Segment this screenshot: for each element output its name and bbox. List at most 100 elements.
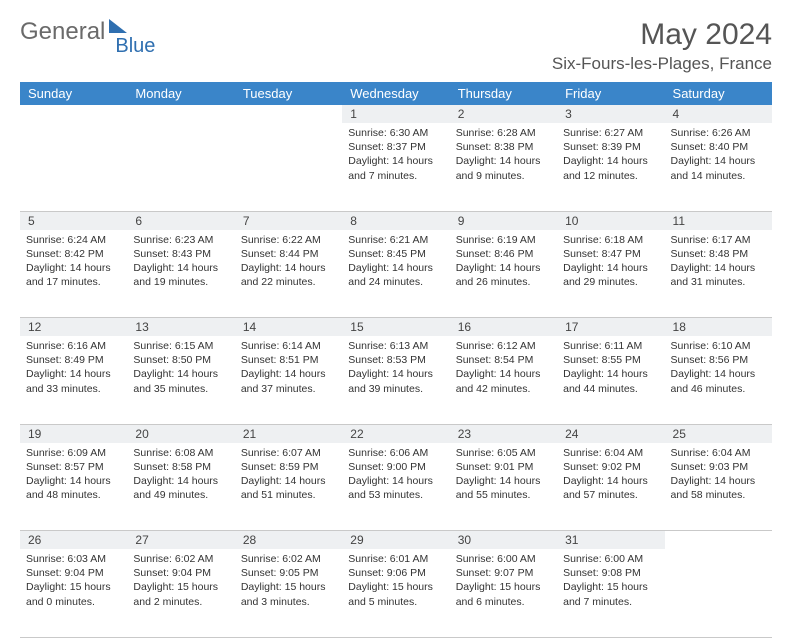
- day-info-line: Sunset: 8:51 PM: [241, 353, 336, 367]
- day-number-cell: 12: [20, 318, 127, 337]
- day-number: 3: [565, 107, 572, 121]
- day-info-line: and 42 minutes.: [456, 382, 551, 396]
- day-info-line: Daylight: 14 hours: [241, 367, 336, 381]
- day-info-line: Daylight: 14 hours: [456, 367, 551, 381]
- day-number-cell: 6: [127, 211, 234, 230]
- day-info-line: Sunrise: 6:14 AM: [241, 339, 336, 353]
- day-info-line: Daylight: 15 hours: [133, 580, 228, 594]
- day-number-cell: 17: [557, 318, 664, 337]
- day-number-cell: 19: [20, 424, 127, 443]
- day-cell-body: Sunrise: 6:04 AMSunset: 9:03 PMDaylight:…: [665, 443, 772, 507]
- day-info-line: Sunrise: 6:26 AM: [671, 126, 766, 140]
- day-info-line: Daylight: 14 hours: [671, 261, 766, 275]
- day-info-line: Daylight: 14 hours: [241, 261, 336, 275]
- day-cell-body: Sunrise: 6:16 AMSunset: 8:49 PMDaylight:…: [20, 336, 127, 400]
- day-cell: Sunrise: 6:13 AMSunset: 8:53 PMDaylight:…: [342, 336, 449, 424]
- day-info-line: Sunset: 8:57 PM: [26, 460, 121, 474]
- calendar-table: SundayMondayTuesdayWednesdayThursdayFrid…: [20, 82, 772, 638]
- day-info-line: Sunset: 9:03 PM: [671, 460, 766, 474]
- weekday-header: Monday: [127, 82, 234, 105]
- day-cell: Sunrise: 6:23 AMSunset: 8:43 PMDaylight:…: [127, 230, 234, 318]
- day-info-line: Sunset: 8:42 PM: [26, 247, 121, 261]
- day-info-line: Sunset: 9:02 PM: [563, 460, 658, 474]
- day-body-row: Sunrise: 6:30 AMSunset: 8:37 PMDaylight:…: [20, 123, 772, 211]
- day-number-cell: 1: [342, 105, 449, 123]
- day-info-line: and 51 minutes.: [241, 488, 336, 502]
- weekday-header: Sunday: [20, 82, 127, 105]
- day-info-line: Sunset: 8:39 PM: [563, 140, 658, 154]
- day-info-line: and 3 minutes.: [241, 595, 336, 609]
- day-body-row: Sunrise: 6:24 AMSunset: 8:42 PMDaylight:…: [20, 230, 772, 318]
- day-number-cell: 8: [342, 211, 449, 230]
- day-info-line: Daylight: 14 hours: [456, 261, 551, 275]
- day-body-row: Sunrise: 6:03 AM Sunset: 9:04 PMDaylight:…: [20, 549, 772, 637]
- calendar-head: SundayMondayTuesdayWednesdayThursdayFrid…: [20, 82, 772, 105]
- logo-text-general: General: [20, 18, 105, 46]
- day-cell: Sunrise: 6:26 AMSunset: 8:40 PMDaylight:…: [665, 123, 772, 211]
- day-number-cell: 3: [557, 105, 664, 123]
- day-info-line: Sunrise: 6:01 AM: [348, 552, 443, 566]
- day-info-line: and 44 minutes.: [563, 382, 658, 396]
- day-number-cell: [127, 105, 234, 123]
- day-number-cell: 11: [665, 211, 772, 230]
- weekday-header: Thursday: [450, 82, 557, 105]
- day-number: 29: [350, 533, 363, 547]
- day-info-line: and 55 minutes.: [456, 488, 551, 502]
- day-cell: Sunrise: 6:16 AMSunset: 8:49 PMDaylight:…: [20, 336, 127, 424]
- day-info-line: Sunset: 9:04 PM: [133, 566, 228, 580]
- day-cell-body: Sunrise: 6:01 AMSunset: 9:06 PMDaylight:…: [342, 549, 449, 613]
- day-cell: Sunrise: 6:28 AMSunset: 8:38 PMDaylight:…: [450, 123, 557, 211]
- day-info-line: Sunset: 8:58 PM: [133, 460, 228, 474]
- day-cell-body: Sunrise: 6:02 AMSunset: 9:05 PMDaylight:…: [235, 549, 342, 613]
- day-number: 9: [458, 214, 465, 228]
- day-info-line: Sunset: 9:06 PM: [348, 566, 443, 580]
- day-info-line: Sunset: 8:37 PM: [348, 140, 443, 154]
- day-info-line: Sunrise: 6:08 AM: [133, 446, 228, 460]
- day-info-line: Sunrise: 6:02 AM: [133, 552, 228, 566]
- day-number-row: 1234: [20, 105, 772, 123]
- day-number-cell: 29: [342, 531, 449, 550]
- day-cell-body: Sunrise: 6:24 AMSunset: 8:42 PMDaylight:…: [20, 230, 127, 294]
- day-number-cell: 28: [235, 531, 342, 550]
- day-cell-body: Sunrise: 6:03 AMSunset: 9:04 PMDaylight:…: [20, 549, 127, 613]
- day-cell-body: Sunrise: 6:17 AMSunset: 8:48 PMDaylight:…: [665, 230, 772, 294]
- day-info-line: Sunset: 8:47 PM: [563, 247, 658, 261]
- location: Six-Fours-les-Plages, France: [552, 54, 772, 74]
- day-info-line: Sunrise: 6:03 AM: [26, 552, 121, 566]
- day-info-line: Sunrise: 6:30 AM: [348, 126, 443, 140]
- day-cell-body: Sunrise: 6:07 AMSunset: 8:59 PMDaylight:…: [235, 443, 342, 507]
- day-number-cell: [665, 531, 772, 550]
- day-number-cell: 24: [557, 424, 664, 443]
- day-info-line: Sunset: 8:55 PM: [563, 353, 658, 367]
- day-info-line: Sunrise: 6:09 AM: [26, 446, 121, 460]
- day-info-line: Daylight: 14 hours: [133, 474, 228, 488]
- day-cell: Sunrise: 6:07 AMSunset: 8:59 PMDaylight:…: [235, 443, 342, 531]
- day-cell-body: Sunrise: 6:23 AMSunset: 8:43 PMDaylight:…: [127, 230, 234, 294]
- day-info-line: Sunrise: 6:13 AM: [348, 339, 443, 353]
- day-cell-body: Sunrise: 6:19 AMSunset: 8:46 PMDaylight:…: [450, 230, 557, 294]
- day-cell: [127, 123, 234, 211]
- day-cell: Sunrise: 6:21 AMSunset: 8:45 PMDaylight:…: [342, 230, 449, 318]
- day-cell: Sunrise: 6:15 AMSunset: 8:50 PMDaylight:…: [127, 336, 234, 424]
- logo: General Blue: [20, 18, 155, 46]
- day-body-row: Sunrise: 6:16 AMSunset: 8:49 PMDaylight:…: [20, 336, 772, 424]
- day-info-line: and 57 minutes.: [563, 488, 658, 502]
- day-info-line: and 29 minutes.: [563, 275, 658, 289]
- logo-triangle-icon: [109, 19, 127, 33]
- day-number: 26: [28, 533, 41, 547]
- day-number: 5: [28, 214, 35, 228]
- day-info-line: Sunset: 8:45 PM: [348, 247, 443, 261]
- day-number: 31: [565, 533, 578, 547]
- day-info-line: Daylight: 14 hours: [133, 261, 228, 275]
- month-title: May 2024: [552, 18, 772, 52]
- day-info-line: Daylight: 14 hours: [456, 474, 551, 488]
- day-number: 17: [565, 320, 578, 334]
- day-info-line: Daylight: 14 hours: [563, 367, 658, 381]
- day-info-line: Sunset: 8:38 PM: [456, 140, 551, 154]
- day-number-cell: 9: [450, 211, 557, 230]
- day-cell: Sunrise: 6:24 AMSunset: 8:42 PMDaylight:…: [20, 230, 127, 318]
- day-info-line: and 12 minutes.: [563, 169, 658, 183]
- day-cell-body: Sunrise: 6:18 AMSunset: 8:47 PMDaylight:…: [557, 230, 664, 294]
- day-cell: Sunrise: 6:00 AMSunset: 9:08 PMDaylight:…: [557, 549, 664, 637]
- day-cell: Sunrise: 6:22 AMSunset: 8:44 PMDaylight:…: [235, 230, 342, 318]
